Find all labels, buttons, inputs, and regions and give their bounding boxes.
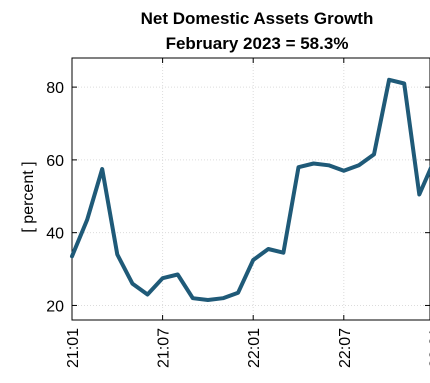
y-tick-label: 80 xyxy=(46,80,64,97)
y-tick-label: 60 xyxy=(46,153,64,170)
series-line xyxy=(70,77,430,302)
plot-frame xyxy=(71,57,430,321)
x-tick-label: 22:07 xyxy=(337,328,354,368)
x-tick-label: 23:01 xyxy=(427,328,430,368)
chart-title: Net Domestic Assets Growth xyxy=(141,9,374,28)
x-tick-label: 21:01 xyxy=(65,328,82,368)
series-layer xyxy=(70,77,430,302)
chart-subtitle: February 2023 = 58.3% xyxy=(166,34,349,53)
x-tick-label: 22:01 xyxy=(246,328,263,368)
y-axis-ticks: 20 40 60 80 xyxy=(46,80,430,315)
y-tick-label: 20 xyxy=(46,298,64,315)
y-tick-label: 40 xyxy=(46,226,64,243)
y-axis-label: [ percent ] xyxy=(20,161,37,232)
grid-lines xyxy=(71,58,430,320)
x-axis-ticks: 21:01 21:07 22:01 22:07 23:01 xyxy=(65,58,430,368)
x-tick-label: 21:07 xyxy=(156,328,173,368)
